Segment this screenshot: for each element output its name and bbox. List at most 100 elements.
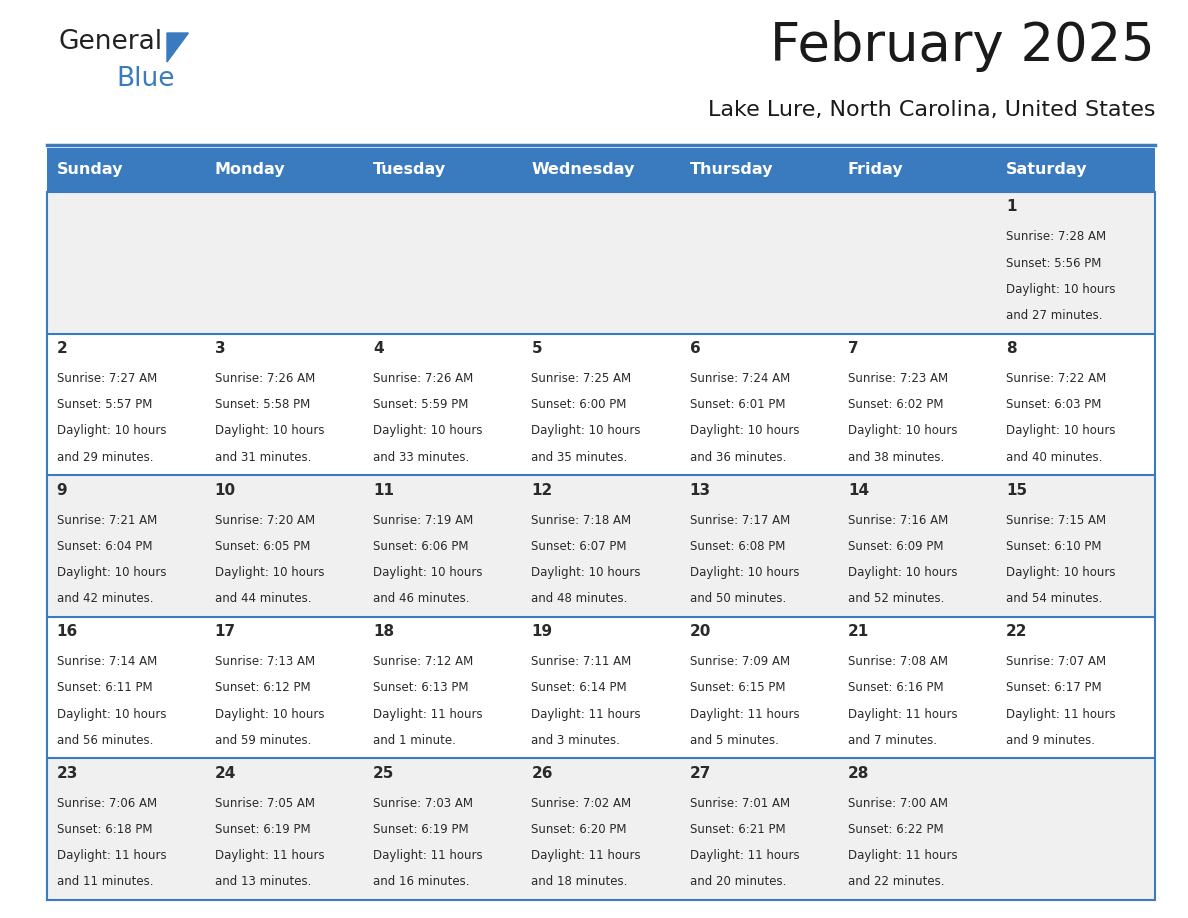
Text: 19: 19: [531, 624, 552, 639]
Text: Sunrise: 7:25 AM: Sunrise: 7:25 AM: [531, 372, 632, 385]
Text: Sunrise: 7:13 AM: Sunrise: 7:13 AM: [215, 655, 315, 668]
Text: Wednesday: Wednesday: [531, 162, 634, 177]
Text: Sunrise: 7:28 AM: Sunrise: 7:28 AM: [1006, 230, 1106, 243]
Text: Sunset: 6:13 PM: Sunset: 6:13 PM: [373, 681, 468, 695]
Text: Sunrise: 7:16 AM: Sunrise: 7:16 AM: [848, 514, 948, 527]
Text: Sunrise: 7:00 AM: Sunrise: 7:00 AM: [848, 797, 948, 810]
Bar: [48, 617, 1155, 758]
Text: 24: 24: [215, 766, 236, 780]
Text: and 46 minutes.: and 46 minutes.: [373, 592, 469, 605]
Text: Sunset: 6:19 PM: Sunset: 6:19 PM: [215, 823, 310, 836]
Text: 3: 3: [215, 341, 226, 356]
Text: 21: 21: [848, 624, 870, 639]
Text: Thursday: Thursday: [690, 162, 773, 177]
Text: and 18 minutes.: and 18 minutes.: [531, 876, 627, 889]
Text: Sunset: 6:08 PM: Sunset: 6:08 PM: [690, 540, 785, 553]
Text: and 1 minute.: and 1 minute.: [373, 733, 456, 747]
Text: Daylight: 11 hours: Daylight: 11 hours: [690, 708, 800, 721]
Polygon shape: [168, 33, 189, 62]
Text: 2: 2: [57, 341, 68, 356]
Text: Sunset: 6:19 PM: Sunset: 6:19 PM: [373, 823, 469, 836]
Text: Sunset: 6:11 PM: Sunset: 6:11 PM: [57, 681, 152, 695]
Text: Daylight: 11 hours: Daylight: 11 hours: [373, 708, 482, 721]
Text: and 59 minutes.: and 59 minutes.: [215, 733, 311, 747]
Text: Sunset: 6:06 PM: Sunset: 6:06 PM: [373, 540, 468, 553]
Text: Sunset: 6:00 PM: Sunset: 6:00 PM: [531, 398, 627, 411]
Text: Daylight: 11 hours: Daylight: 11 hours: [690, 849, 800, 862]
Text: Sunset: 6:09 PM: Sunset: 6:09 PM: [848, 540, 943, 553]
Text: Sunrise: 7:26 AM: Sunrise: 7:26 AM: [373, 372, 473, 385]
Text: 9: 9: [57, 483, 68, 498]
Text: Sunrise: 7:02 AM: Sunrise: 7:02 AM: [531, 797, 632, 810]
Text: 20: 20: [690, 624, 712, 639]
Text: Sunset: 5:57 PM: Sunset: 5:57 PM: [57, 398, 152, 411]
Text: 11: 11: [373, 483, 394, 498]
Text: Daylight: 10 hours: Daylight: 10 hours: [57, 424, 166, 438]
Text: Lake Lure, North Carolina, United States: Lake Lure, North Carolina, United States: [708, 100, 1155, 120]
Text: Sunset: 5:56 PM: Sunset: 5:56 PM: [1006, 257, 1101, 270]
Text: Sunset: 6:10 PM: Sunset: 6:10 PM: [1006, 540, 1101, 553]
Text: Sunset: 6:07 PM: Sunset: 6:07 PM: [531, 540, 627, 553]
Text: Sunset: 6:14 PM: Sunset: 6:14 PM: [531, 681, 627, 695]
Text: Sunset: 5:58 PM: Sunset: 5:58 PM: [215, 398, 310, 411]
Text: Sunset: 6:15 PM: Sunset: 6:15 PM: [690, 681, 785, 695]
Text: and 11 minutes.: and 11 minutes.: [57, 876, 153, 889]
Text: Daylight: 10 hours: Daylight: 10 hours: [215, 424, 324, 438]
Text: and 20 minutes.: and 20 minutes.: [690, 876, 786, 889]
Text: 18: 18: [373, 624, 394, 639]
Text: Daylight: 11 hours: Daylight: 11 hours: [57, 849, 166, 862]
Text: Sunrise: 7:06 AM: Sunrise: 7:06 AM: [57, 797, 157, 810]
Text: Monday: Monday: [215, 162, 285, 177]
Text: 5: 5: [531, 341, 542, 356]
Text: 7: 7: [848, 341, 859, 356]
Text: Daylight: 11 hours: Daylight: 11 hours: [1006, 708, 1116, 721]
Text: Sunrise: 7:27 AM: Sunrise: 7:27 AM: [57, 372, 157, 385]
Text: Sunrise: 7:20 AM: Sunrise: 7:20 AM: [215, 514, 315, 527]
Text: Sunrise: 7:05 AM: Sunrise: 7:05 AM: [215, 797, 315, 810]
Text: Sunset: 6:04 PM: Sunset: 6:04 PM: [57, 540, 152, 553]
Text: Daylight: 10 hours: Daylight: 10 hours: [373, 424, 482, 438]
Text: Sunset: 6:02 PM: Sunset: 6:02 PM: [848, 398, 943, 411]
Text: Sunrise: 7:21 AM: Sunrise: 7:21 AM: [57, 514, 157, 527]
Text: Sunset: 6:05 PM: Sunset: 6:05 PM: [215, 540, 310, 553]
Text: Daylight: 10 hours: Daylight: 10 hours: [690, 424, 800, 438]
Text: Friday: Friday: [848, 162, 904, 177]
Text: 15: 15: [1006, 483, 1028, 498]
Bar: [48, 758, 1155, 900]
Bar: [48, 476, 1155, 617]
Text: and 56 minutes.: and 56 minutes.: [57, 733, 153, 747]
Text: Sunset: 6:21 PM: Sunset: 6:21 PM: [690, 823, 785, 836]
Text: 12: 12: [531, 483, 552, 498]
Text: Sunset: 5:59 PM: Sunset: 5:59 PM: [373, 398, 468, 411]
Text: Daylight: 11 hours: Daylight: 11 hours: [373, 849, 482, 862]
Text: and 54 minutes.: and 54 minutes.: [1006, 592, 1102, 605]
Bar: [48, 192, 1155, 333]
Text: Sunset: 6:20 PM: Sunset: 6:20 PM: [531, 823, 627, 836]
Text: Daylight: 10 hours: Daylight: 10 hours: [690, 566, 800, 579]
Text: Sunrise: 7:11 AM: Sunrise: 7:11 AM: [531, 655, 632, 668]
Text: Sunrise: 7:23 AM: Sunrise: 7:23 AM: [848, 372, 948, 385]
Text: 13: 13: [690, 483, 710, 498]
Text: and 7 minutes.: and 7 minutes.: [848, 733, 937, 747]
Text: Daylight: 10 hours: Daylight: 10 hours: [1006, 283, 1116, 296]
Text: Daylight: 10 hours: Daylight: 10 hours: [848, 566, 958, 579]
Text: Sunset: 6:18 PM: Sunset: 6:18 PM: [57, 823, 152, 836]
Text: 1: 1: [1006, 199, 1017, 214]
Text: and 33 minutes.: and 33 minutes.: [373, 451, 469, 464]
Text: and 42 minutes.: and 42 minutes.: [57, 592, 153, 605]
Text: and 16 minutes.: and 16 minutes.: [373, 876, 469, 889]
Text: Daylight: 10 hours: Daylight: 10 hours: [1006, 566, 1116, 579]
Text: 16: 16: [57, 624, 77, 639]
Text: 27: 27: [690, 766, 712, 780]
Text: Sunrise: 7:17 AM: Sunrise: 7:17 AM: [690, 514, 790, 527]
Text: 23: 23: [57, 766, 78, 780]
Text: Daylight: 10 hours: Daylight: 10 hours: [531, 566, 640, 579]
Text: Daylight: 10 hours: Daylight: 10 hours: [215, 566, 324, 579]
Text: 25: 25: [373, 766, 394, 780]
Text: Daylight: 10 hours: Daylight: 10 hours: [531, 424, 640, 438]
Text: Daylight: 11 hours: Daylight: 11 hours: [531, 708, 642, 721]
Text: and 3 minutes.: and 3 minutes.: [531, 733, 620, 747]
Text: Daylight: 10 hours: Daylight: 10 hours: [215, 708, 324, 721]
Text: Tuesday: Tuesday: [373, 162, 447, 177]
Text: and 44 minutes.: and 44 minutes.: [215, 592, 311, 605]
